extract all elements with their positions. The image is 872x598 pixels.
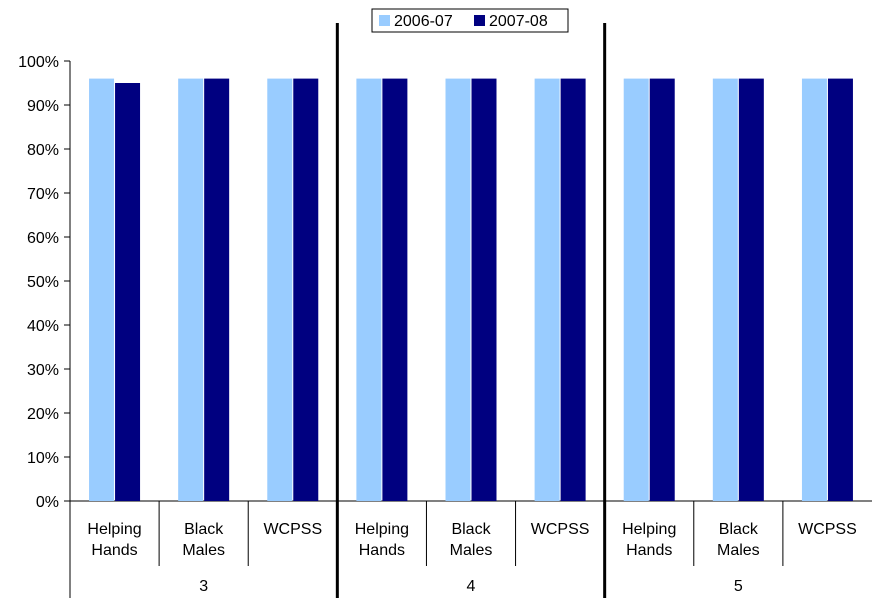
bar [204,78,230,501]
y-tick-label: 50% [27,274,59,291]
bar [178,78,204,501]
x-category-label: Hands [359,542,405,559]
x-category-label: Hands [626,542,672,559]
bar [534,78,560,501]
x-category-label: Males [717,542,760,559]
legend-swatch [379,15,390,26]
bar [623,78,649,501]
y-tick-label: 30% [27,362,59,379]
x-category-label: Helping [355,521,409,538]
bar [356,78,382,501]
bar [445,78,471,501]
bar [712,78,738,501]
chart-bars [89,78,853,501]
chart-axes [64,23,872,598]
bar [293,78,319,501]
legend-swatch [474,15,485,26]
x-category-label: WCPSS [798,521,857,538]
x-group-label: 4 [467,578,476,595]
x-category-label: Males [182,542,225,559]
x-category-label: Black [451,521,491,538]
chart-legend: 2006-07 2007-08 [371,8,569,33]
x-category-label: Hands [91,542,137,559]
y-tick-label: 100% [18,54,59,71]
x-category-label: Black [184,521,224,538]
bar [649,78,675,501]
y-tick-label: 20% [27,406,59,423]
bar [382,78,408,501]
bar [560,78,586,501]
x-category-label: Black [719,521,759,538]
y-tick-label: 80% [27,142,59,159]
x-group-label: 5 [734,578,743,595]
bar [827,78,853,501]
y-tick-label: 40% [27,318,59,335]
bar [801,78,827,501]
x-category-label: Helping [87,521,141,538]
y-tick-label: 60% [27,230,59,247]
x-group-label: 3 [199,578,208,595]
y-tick-label: 90% [27,98,59,115]
x-category-label: WCPSS [263,521,322,538]
bar [115,83,141,501]
legend-label: 2006-07 [394,13,453,30]
bar [89,78,115,501]
legend-label: 2007-08 [489,13,548,30]
legend-box [371,8,569,33]
y-tick-label: 0% [36,494,59,511]
x-category-label: Helping [622,521,676,538]
bar [738,78,764,501]
x-category-label: WCPSS [531,521,590,538]
y-tick-label: 70% [27,186,59,203]
x-category-label: Males [450,542,493,559]
y-tick-label: 10% [27,450,59,467]
chart-labels: 0% 10% 20% 30% 40% 50% 60% 70% 80% 90% 100% Helping… [18,54,857,595]
bar [471,78,497,501]
bar [267,78,293,501]
